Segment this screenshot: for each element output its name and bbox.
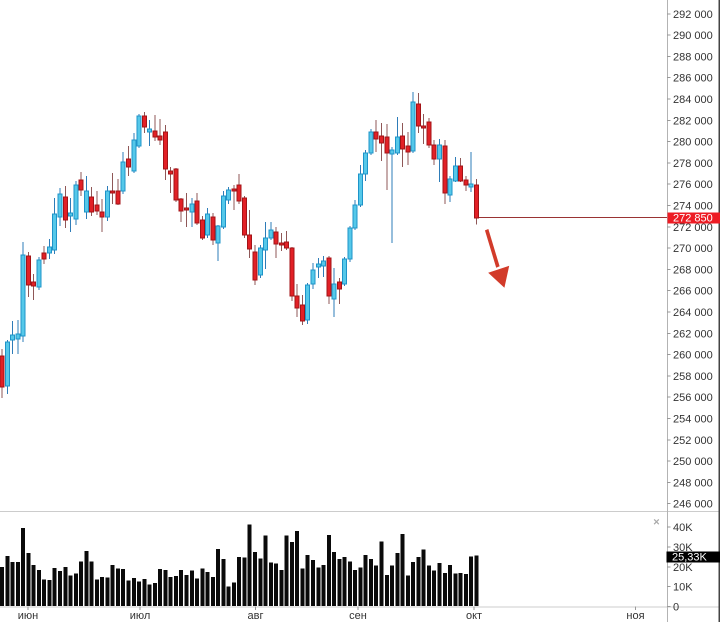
- svg-text:20K: 20K: [673, 562, 693, 574]
- svg-text:280 000: 280 000: [673, 137, 713, 149]
- svg-text:×: ×: [653, 517, 659, 529]
- svg-text:264 000: 264 000: [673, 307, 713, 319]
- svg-text:июл: июл: [130, 610, 151, 622]
- svg-text:290 000: 290 000: [673, 30, 713, 42]
- svg-text:30K: 30K: [673, 542, 693, 554]
- svg-text:268 000: 268 000: [673, 264, 713, 276]
- svg-text:0: 0: [673, 602, 679, 614]
- svg-text:270 000: 270 000: [673, 243, 713, 255]
- svg-text:окт: окт: [466, 610, 482, 622]
- svg-text:250 000: 250 000: [673, 456, 713, 468]
- svg-text:266 000: 266 000: [673, 286, 713, 298]
- svg-text:10K: 10K: [673, 582, 693, 594]
- svg-text:282 000: 282 000: [673, 115, 713, 127]
- svg-text:256 000: 256 000: [673, 392, 713, 404]
- svg-text:278 000: 278 000: [673, 158, 713, 170]
- svg-text:25,33K: 25,33K: [672, 552, 708, 564]
- svg-text:272 850: 272 850: [673, 213, 713, 225]
- svg-text:июн: июн: [18, 610, 38, 622]
- svg-text:284 000: 284 000: [673, 94, 713, 106]
- svg-text:262 000: 262 000: [673, 328, 713, 340]
- svg-text:274 000: 274 000: [673, 201, 713, 213]
- svg-text:272 000: 272 000: [673, 222, 713, 234]
- svg-text:258 000: 258 000: [673, 371, 713, 383]
- svg-text:248 000: 248 000: [673, 477, 713, 489]
- svg-text:292 000: 292 000: [673, 9, 713, 21]
- svg-text:авг: авг: [248, 610, 264, 622]
- svg-text:252 000: 252 000: [673, 435, 713, 447]
- svg-text:40K: 40K: [673, 522, 693, 534]
- svg-text:260 000: 260 000: [673, 350, 713, 362]
- svg-text:246 000: 246 000: [673, 499, 713, 511]
- svg-text:254 000: 254 000: [673, 414, 713, 426]
- svg-text:276 000: 276 000: [673, 179, 713, 191]
- svg-text:288 000: 288 000: [673, 51, 713, 63]
- svg-text:сен: сен: [349, 610, 367, 622]
- svg-text:ноя: ноя: [626, 610, 644, 622]
- svg-text:286 000: 286 000: [673, 73, 713, 85]
